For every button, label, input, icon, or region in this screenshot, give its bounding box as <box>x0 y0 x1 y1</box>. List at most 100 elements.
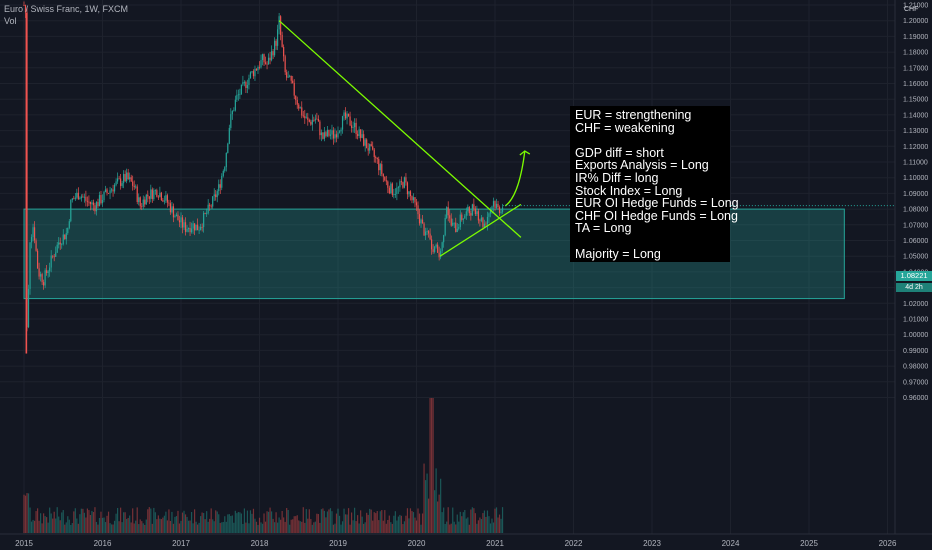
candle-body <box>52 255 54 257</box>
candle-body <box>215 194 217 198</box>
volume-bar <box>224 516 226 533</box>
volume-bar <box>491 518 493 533</box>
volume-bar <box>307 518 309 533</box>
candle-body <box>242 82 244 85</box>
volume-bar <box>350 512 353 533</box>
time-tick-label: 2016 <box>94 539 112 548</box>
volume-bar <box>370 509 372 533</box>
volume-bar <box>124 512 126 533</box>
candle-body <box>369 144 371 151</box>
candle-body <box>53 256 55 258</box>
volume-bar <box>497 517 499 533</box>
candle-body <box>139 197 141 207</box>
volume-bar <box>65 522 67 533</box>
volume-bar <box>221 522 223 533</box>
candle-body <box>471 204 473 216</box>
volume-bar <box>147 509 149 533</box>
projection-arrow-path[interactable] <box>504 150 526 207</box>
volume-bar <box>29 507 31 533</box>
candle-body <box>67 227 69 234</box>
candle-body <box>192 223 194 229</box>
candle-body <box>150 189 152 199</box>
candle-body <box>89 201 92 205</box>
volume-bar <box>228 514 230 533</box>
volume-bar <box>237 512 239 533</box>
candle-body <box>424 231 427 236</box>
volume-bar <box>135 520 137 533</box>
volume-bar <box>180 520 182 533</box>
volume-bar <box>427 498 430 533</box>
candle-body <box>237 94 239 96</box>
volume-bar <box>168 509 170 533</box>
volume-bar <box>24 495 27 533</box>
candle-body <box>387 181 389 188</box>
volume-bar <box>267 511 270 533</box>
volume-bar <box>452 507 454 533</box>
candle-body <box>206 213 208 214</box>
candle-body <box>171 206 173 213</box>
candle-body <box>379 164 381 171</box>
volume-bar <box>154 512 156 533</box>
volume-bar <box>323 510 326 533</box>
candle-body <box>437 244 439 253</box>
volume-bar <box>138 524 140 533</box>
candle-body <box>91 202 93 205</box>
volume-bar <box>394 511 396 533</box>
candle-body <box>109 190 111 194</box>
candle-body <box>254 68 256 77</box>
volume-bar <box>91 510 93 533</box>
candle-body <box>305 117 307 119</box>
volume-bar <box>461 516 463 533</box>
volume-bar <box>331 511 333 533</box>
candle-body <box>32 227 34 238</box>
candle-body <box>349 116 351 126</box>
volume-bar <box>38 520 40 533</box>
volume-bar <box>254 518 256 533</box>
price-tick-label: 1.10000 <box>903 175 928 182</box>
time-axis[interactable]: 2015 2016 2017 2018 2019 2020 2021 2022 2023 2024… <box>15 539 897 548</box>
volume-bar <box>458 521 460 533</box>
volume-bar <box>166 520 169 533</box>
candle-body <box>326 129 329 137</box>
candle-body <box>283 46 285 57</box>
candle-body <box>165 195 167 201</box>
volume-bar <box>206 511 208 533</box>
candle-body <box>198 229 200 231</box>
volume-bar <box>296 515 298 533</box>
volume-bar <box>364 522 366 533</box>
trendline[interactable] <box>439 203 522 257</box>
time-tick-label: 2022 <box>565 539 583 548</box>
price-tick-label: 0.98000 <box>903 364 928 371</box>
volume-bar <box>32 519 34 533</box>
volume-bar <box>299 521 301 533</box>
price-tick-label: 1.16000 <box>903 81 928 88</box>
volume-bar <box>258 517 261 533</box>
note-line: EUR = strengthening <box>575 108 692 122</box>
candle-body <box>24 5 27 13</box>
volume-bar <box>55 518 57 533</box>
trendline[interactable] <box>278 20 522 238</box>
volume-bar <box>494 508 496 533</box>
volume-bar <box>456 514 458 533</box>
candle-body <box>68 221 70 228</box>
time-tick-label: 2017 <box>172 539 190 548</box>
volume-bar <box>423 463 425 533</box>
volume-bar <box>98 517 101 533</box>
volume-bar <box>479 517 481 533</box>
time-tick-label: 2021 <box>486 539 504 548</box>
candle-body <box>168 202 170 204</box>
candle-body <box>189 227 191 233</box>
volume-bar <box>495 507 498 533</box>
candle-body <box>329 134 332 136</box>
candle-body <box>41 274 43 283</box>
candle-body <box>317 118 319 122</box>
price-axis[interactable]: 1.21000 1.20000 1.19000 1.18000 1.17000 1.160… <box>903 3 928 403</box>
candle-body <box>216 191 218 198</box>
candle-body <box>204 212 206 214</box>
candle-body <box>489 209 492 214</box>
candle-body <box>251 71 253 73</box>
volume-bar <box>52 518 54 533</box>
crash-candle <box>25 12 28 354</box>
candle-body <box>322 132 324 139</box>
